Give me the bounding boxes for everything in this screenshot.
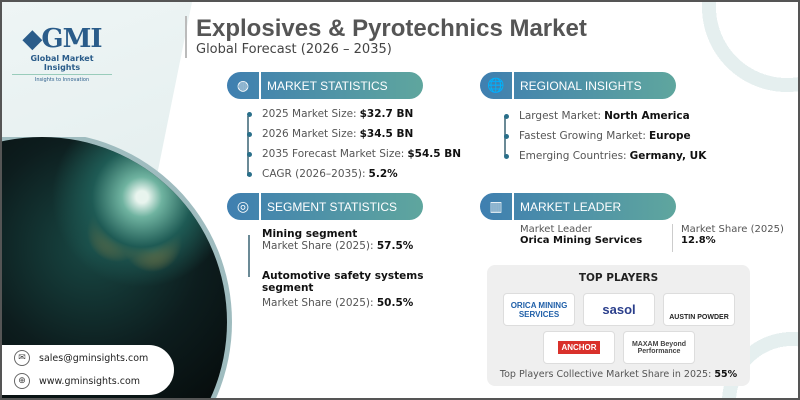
orica-logo: ORICA MINING SERVICES: [503, 293, 575, 326]
timeline-line: [247, 116, 249, 176]
regional-insights-header: 🌐 REGIONAL INSIGHTS: [480, 72, 676, 99]
anchor-logo: ANCHOR: [543, 331, 615, 364]
globe-icon: ⊕: [14, 373, 30, 389]
fastest-growing-market: Fastest Growing Market: Europe: [503, 126, 706, 146]
website-link[interactable]: ⊕ www.gminsights.com: [2, 371, 174, 391]
contact-box: ✉ sales@gminsights.com ⊕ www.gminsights.co…: [2, 345, 174, 395]
top-players-panel: TOP PLAYERS ORICA MINING SERVICES sasol …: [487, 265, 750, 386]
market-statistics-list: 2025 Market Size: $32.7 BN 2026 Market Si…: [246, 104, 461, 184]
segment-automotive: Automotive safety systems segment Market…: [262, 270, 424, 309]
gmi-logo: ◆GMI Global Market Insights Insights to …: [12, 24, 112, 83]
page-title: Explosives & Pyrotechnics Market: [196, 15, 587, 42]
stat-2026-size: 2026 Market Size: $34.5 BN: [246, 124, 461, 144]
market-leader-share: Market Share (2025) 12.8%: [672, 224, 784, 252]
top-players-collective-share: Top Players Collective Market Share in 2…: [499, 369, 738, 380]
page-subtitle: Global Forecast (2026 – 2035): [196, 42, 392, 57]
maxam-logo: MAXAM Beyond Performance: [623, 331, 695, 364]
stat-2025-size: 2025 Market Size: $32.7 BN: [246, 104, 461, 124]
decorative-ring: [702, 2, 798, 92]
globe-chart-icon: ◍: [227, 72, 261, 99]
header: Explosives & Pyrotechnics Market Global …: [185, 16, 587, 58]
market-leader-header: ▥ MARKET LEADER: [480, 193, 676, 220]
email-link[interactable]: ✉ sales@gminsights.com: [2, 348, 174, 368]
stat-2035-size: 2035 Forecast Market Size: $54.5 BN: [246, 144, 461, 164]
largest-market: Largest Market: North America: [503, 106, 706, 126]
stat-cagr: CAGR (2026–2035): 5.2%: [246, 164, 461, 184]
austin-powder-logo: AUSTIN POWDER: [663, 293, 735, 326]
globe-icon: 🌐: [480, 72, 514, 99]
timeline-line: [248, 235, 250, 277]
market-statistics-header: ◍ MARKET STATISTICS: [227, 72, 423, 99]
segment-mining: Mining segment Market Share (2025): 57.5…: [262, 228, 414, 252]
bar-chart-icon: ▥: [480, 193, 514, 220]
email-icon: ✉: [14, 350, 30, 366]
segment-statistics-header: ◎ SEGMENT STATISTICS: [227, 193, 423, 220]
market-leader: Market Leader Orica Mining Services: [520, 224, 643, 246]
emerging-countries: Emerging Countries: Germany, UK: [503, 146, 706, 166]
sasol-logo: sasol: [583, 293, 655, 326]
regional-insights-list: Largest Market: North America Fastest Gro…: [503, 106, 706, 166]
target-icon: ◎: [227, 193, 261, 220]
